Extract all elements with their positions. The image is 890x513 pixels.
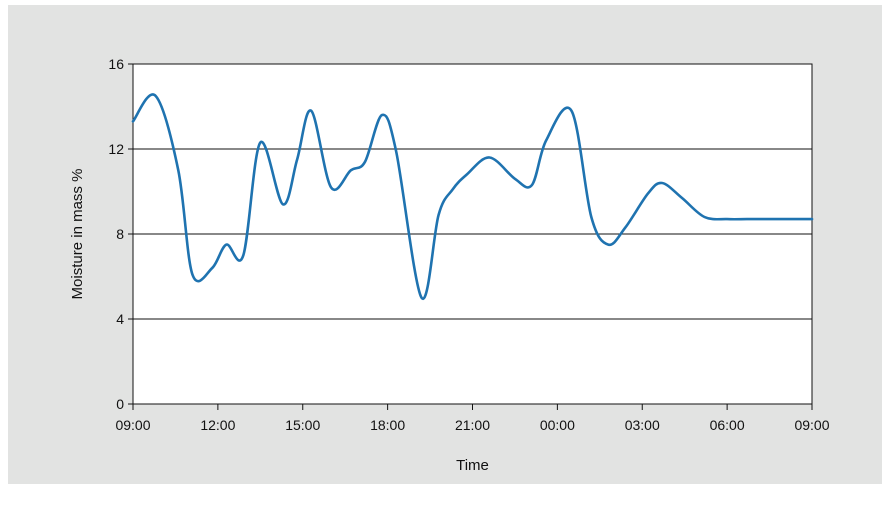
x-tick-label: 06:00	[710, 417, 745, 433]
x-axis-ticks: 09:00 12:00 15:00 18:00 21:00 00:00 03:00 06:00…	[115, 404, 830, 433]
x-tick-label: 12:00	[200, 417, 235, 433]
x-tick-label: 15:00	[285, 417, 320, 433]
x-tick-label: 21:00	[455, 417, 490, 433]
x-axis-title: Time	[456, 457, 489, 474]
y-tick-label: 8	[116, 226, 124, 242]
chart-panel: 0 4 8 12 16 09:00 12:00 15:00 18:00 21:00 00:00 03…	[8, 5, 882, 484]
line-chart: 0 4 8 12 16 09:00 12:00 15:00 18:00 21:00 00:00 03…	[69, 56, 830, 474]
y-tick-label: 0	[116, 396, 124, 412]
y-axis-ticks: 0 4 8 12 16	[108, 56, 133, 412]
series-line	[131, 93, 814, 300]
y-tick-label: 4	[116, 311, 124, 327]
x-tick-label: 09:00	[115, 417, 150, 433]
x-tick-label: 18:00	[370, 417, 405, 433]
y-tick-label: 12	[108, 141, 124, 157]
y-axis-title: Moisture in mass %	[69, 169, 86, 300]
x-tick-label: 00:00	[540, 417, 575, 433]
x-tick-label: 09:00	[794, 417, 829, 433]
series-layer	[131, 93, 814, 300]
y-tick-label: 16	[108, 56, 124, 72]
x-tick-label: 03:00	[625, 417, 660, 433]
